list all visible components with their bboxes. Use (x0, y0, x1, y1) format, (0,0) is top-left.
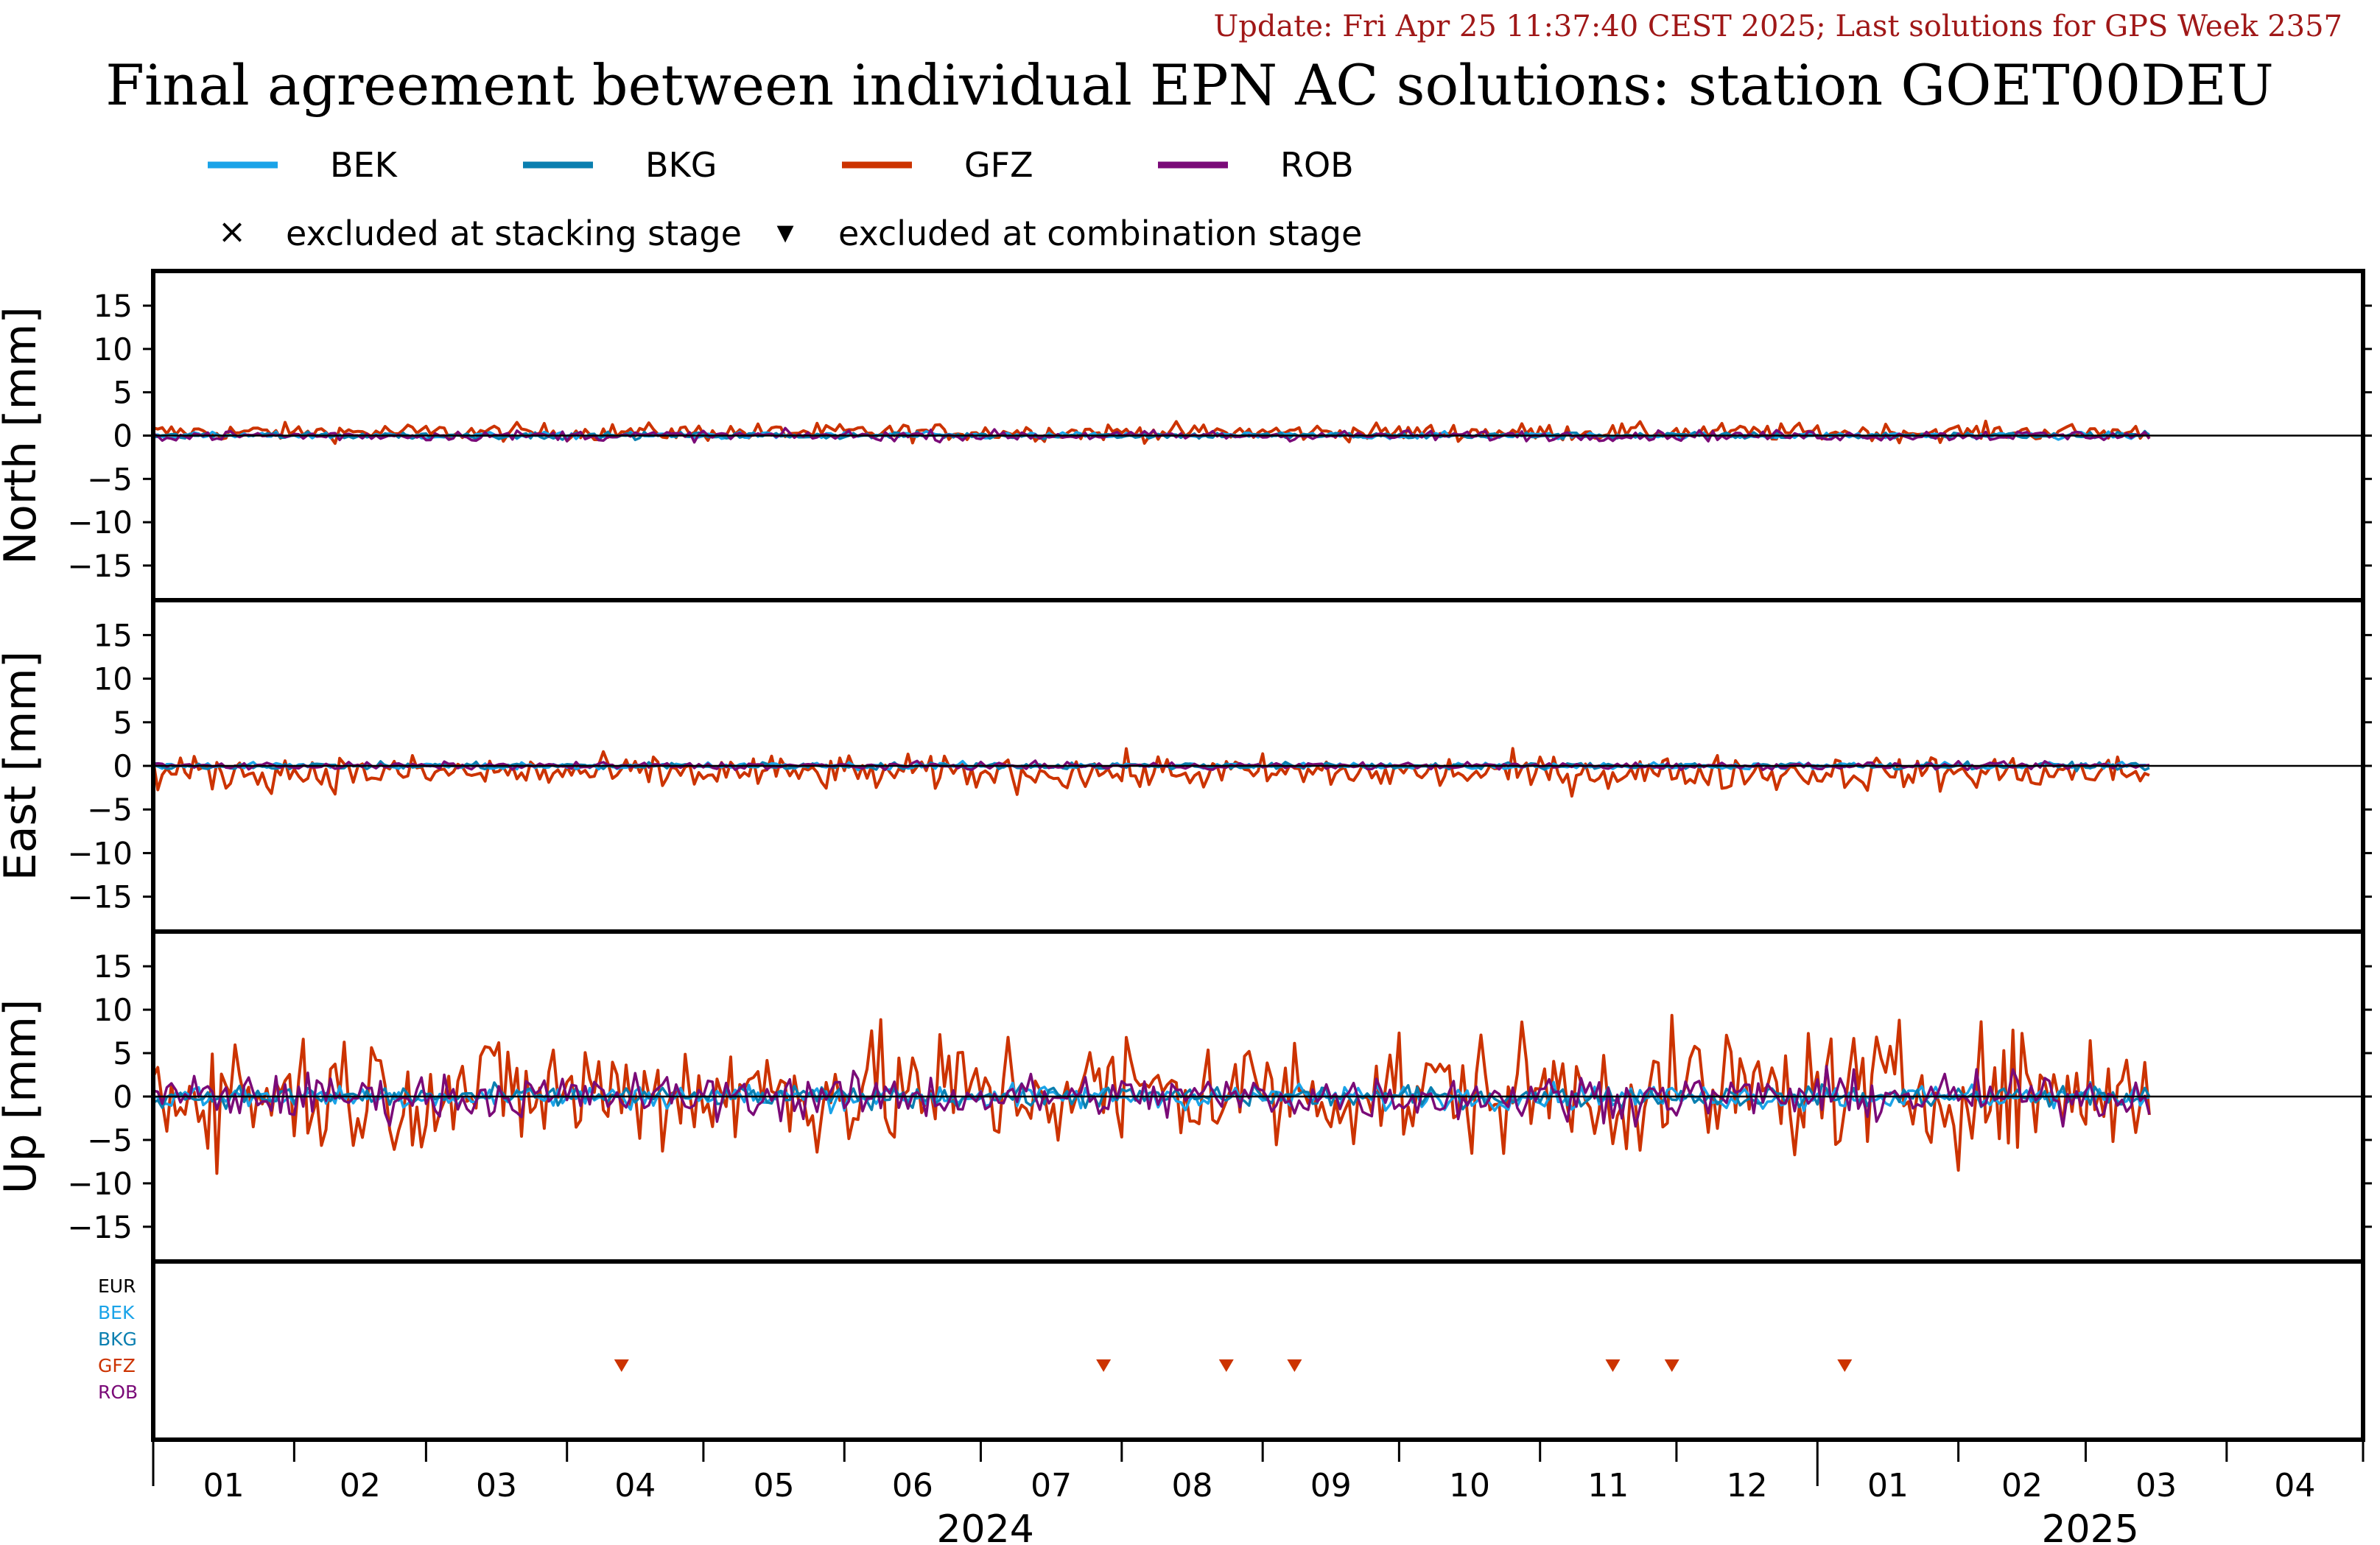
y-tick-label: 10 (94, 331, 133, 367)
month-label: 04 (2274, 1467, 2315, 1504)
exclusion-panel: EUR BEK BKG GFZ ROB (98, 1259, 2365, 1442)
legend-marker-label: excluded at combination stage (838, 214, 1362, 253)
exclusion-marker (1664, 1359, 1679, 1372)
legend-marker-item: ▾ excluded at combination stage (776, 211, 1362, 253)
y-axis-label: East [mm] (0, 651, 46, 881)
legend-item-rob: ROB (1158, 145, 1354, 185)
y-tick-label: −10 (67, 1166, 133, 1202)
month-label: 05 (754, 1467, 795, 1504)
exclusion-marker (1837, 1359, 1853, 1372)
panel-east: 15 10 5 0 −5 −10 −15 East [mm] (0, 598, 2372, 934)
month-label: 11 (1587, 1467, 1629, 1504)
month-label: 10 (1449, 1467, 1490, 1504)
exclusion-marker (1287, 1359, 1302, 1372)
y-tick-label: 5 (113, 375, 133, 411)
y-tick-label: 5 (113, 1035, 133, 1071)
month-label: 01 (1867, 1467, 1909, 1504)
month-label: 07 (1031, 1467, 1072, 1504)
y-axis-label: Up [mm] (0, 999, 46, 1194)
y-tick-label: −10 (67, 504, 133, 541)
y-tick-label: −5 (87, 1122, 133, 1158)
y-tick-label: 0 (113, 748, 133, 784)
y-tick-label: −15 (67, 1209, 133, 1245)
legend-item-bek: BEK (208, 145, 399, 185)
y-tick-label: −15 (67, 548, 133, 584)
year-label: 2024 (936, 1507, 1033, 1545)
update-text: Update: Fri Apr 25 11:37:40 CEST 2025; L… (1214, 10, 2342, 43)
exclusion-row-label-rob: ROB (98, 1382, 138, 1403)
y-tick-label: 0 (113, 1079, 133, 1115)
year-label: 2025 (2041, 1507, 2138, 1545)
legend-marker-item: × excluded at stacking stage (218, 211, 742, 253)
month-label: 09 (1310, 1467, 1352, 1504)
exclusion-row-label-gfz: GFZ (98, 1355, 136, 1376)
legend-item-bkg: BKG (523, 145, 717, 185)
y-axis-label: North [mm] (0, 306, 46, 565)
exclusion-marker (1218, 1359, 1234, 1372)
legend-label: BKG (645, 145, 717, 185)
month-label: 08 (1171, 1467, 1212, 1504)
legend-marker-label: excluded at stacking stage (286, 214, 742, 253)
month-label: 03 (2135, 1467, 2177, 1504)
y-tick-label: 15 (94, 949, 133, 985)
exclusion-row-label-eur: EUR (98, 1275, 136, 1297)
y-tick-label: −10 (67, 835, 133, 871)
panel-up: 15 10 5 0 −5 −10 −15 Up [mm] (0, 929, 2372, 1264)
y-tick-label: 10 (94, 661, 133, 697)
month-label: 04 (614, 1467, 656, 1504)
y-tick-label: −5 (87, 461, 133, 497)
x-axis: 01 02 03 04 05 06 07 08 09 10 11 12 01 02 03 04 2024 2025 (152, 1442, 2365, 1545)
y-tick-label: 15 (94, 617, 133, 653)
series-line-gfz (152, 1013, 2151, 1175)
exclusion-frame (151, 1259, 2365, 1442)
month-label: 02 (2001, 1467, 2043, 1504)
month-label: 03 (476, 1467, 517, 1504)
month-label: 12 (1727, 1467, 1768, 1504)
series-line-rob (152, 426, 2151, 444)
series-line-gfz (152, 747, 2150, 798)
chart-title: Final agreement between individual EPN A… (105, 52, 2274, 118)
panels: 15 10 5 0 −5 −10 −15 North [mm] 15 10 5 0 −5 −10 −15 Ea… (0, 269, 2372, 1264)
month-label: 06 (892, 1467, 933, 1504)
y-tick-label: 5 (113, 705, 133, 741)
y-tick-label: 15 (94, 288, 133, 324)
series-line-rob (152, 1064, 2151, 1128)
y-tick-label: −15 (67, 879, 133, 915)
panel-north: 15 10 5 0 −5 −10 −15 North [mm] (0, 269, 2372, 602)
legend-label: GFZ (964, 145, 1033, 185)
y-tick-label: −5 (87, 792, 133, 828)
exclusion-row-label-bkg: BKG (98, 1328, 137, 1350)
legend-marker-symbol: × (218, 211, 247, 251)
exclusion-marker (1605, 1359, 1621, 1372)
y-tick-label: 10 (94, 992, 133, 1028)
month-label: 01 (203, 1467, 245, 1504)
exclusion-marker (1096, 1359, 1112, 1372)
legend-label: ROB (1280, 145, 1354, 185)
exclusion-row-label-bek: BEK (98, 1302, 135, 1323)
legend-marker-symbol: ▾ (776, 211, 793, 251)
legend-item-gfz: GFZ (842, 145, 1033, 185)
legend-label: BEK (330, 145, 399, 185)
exclusion-marker (614, 1359, 629, 1372)
month-label: 02 (340, 1467, 381, 1504)
y-tick-label: 0 (113, 418, 133, 454)
legend: BEK BKG GFZ ROB × excluded at stacking stage ▾… (208, 145, 1362, 253)
